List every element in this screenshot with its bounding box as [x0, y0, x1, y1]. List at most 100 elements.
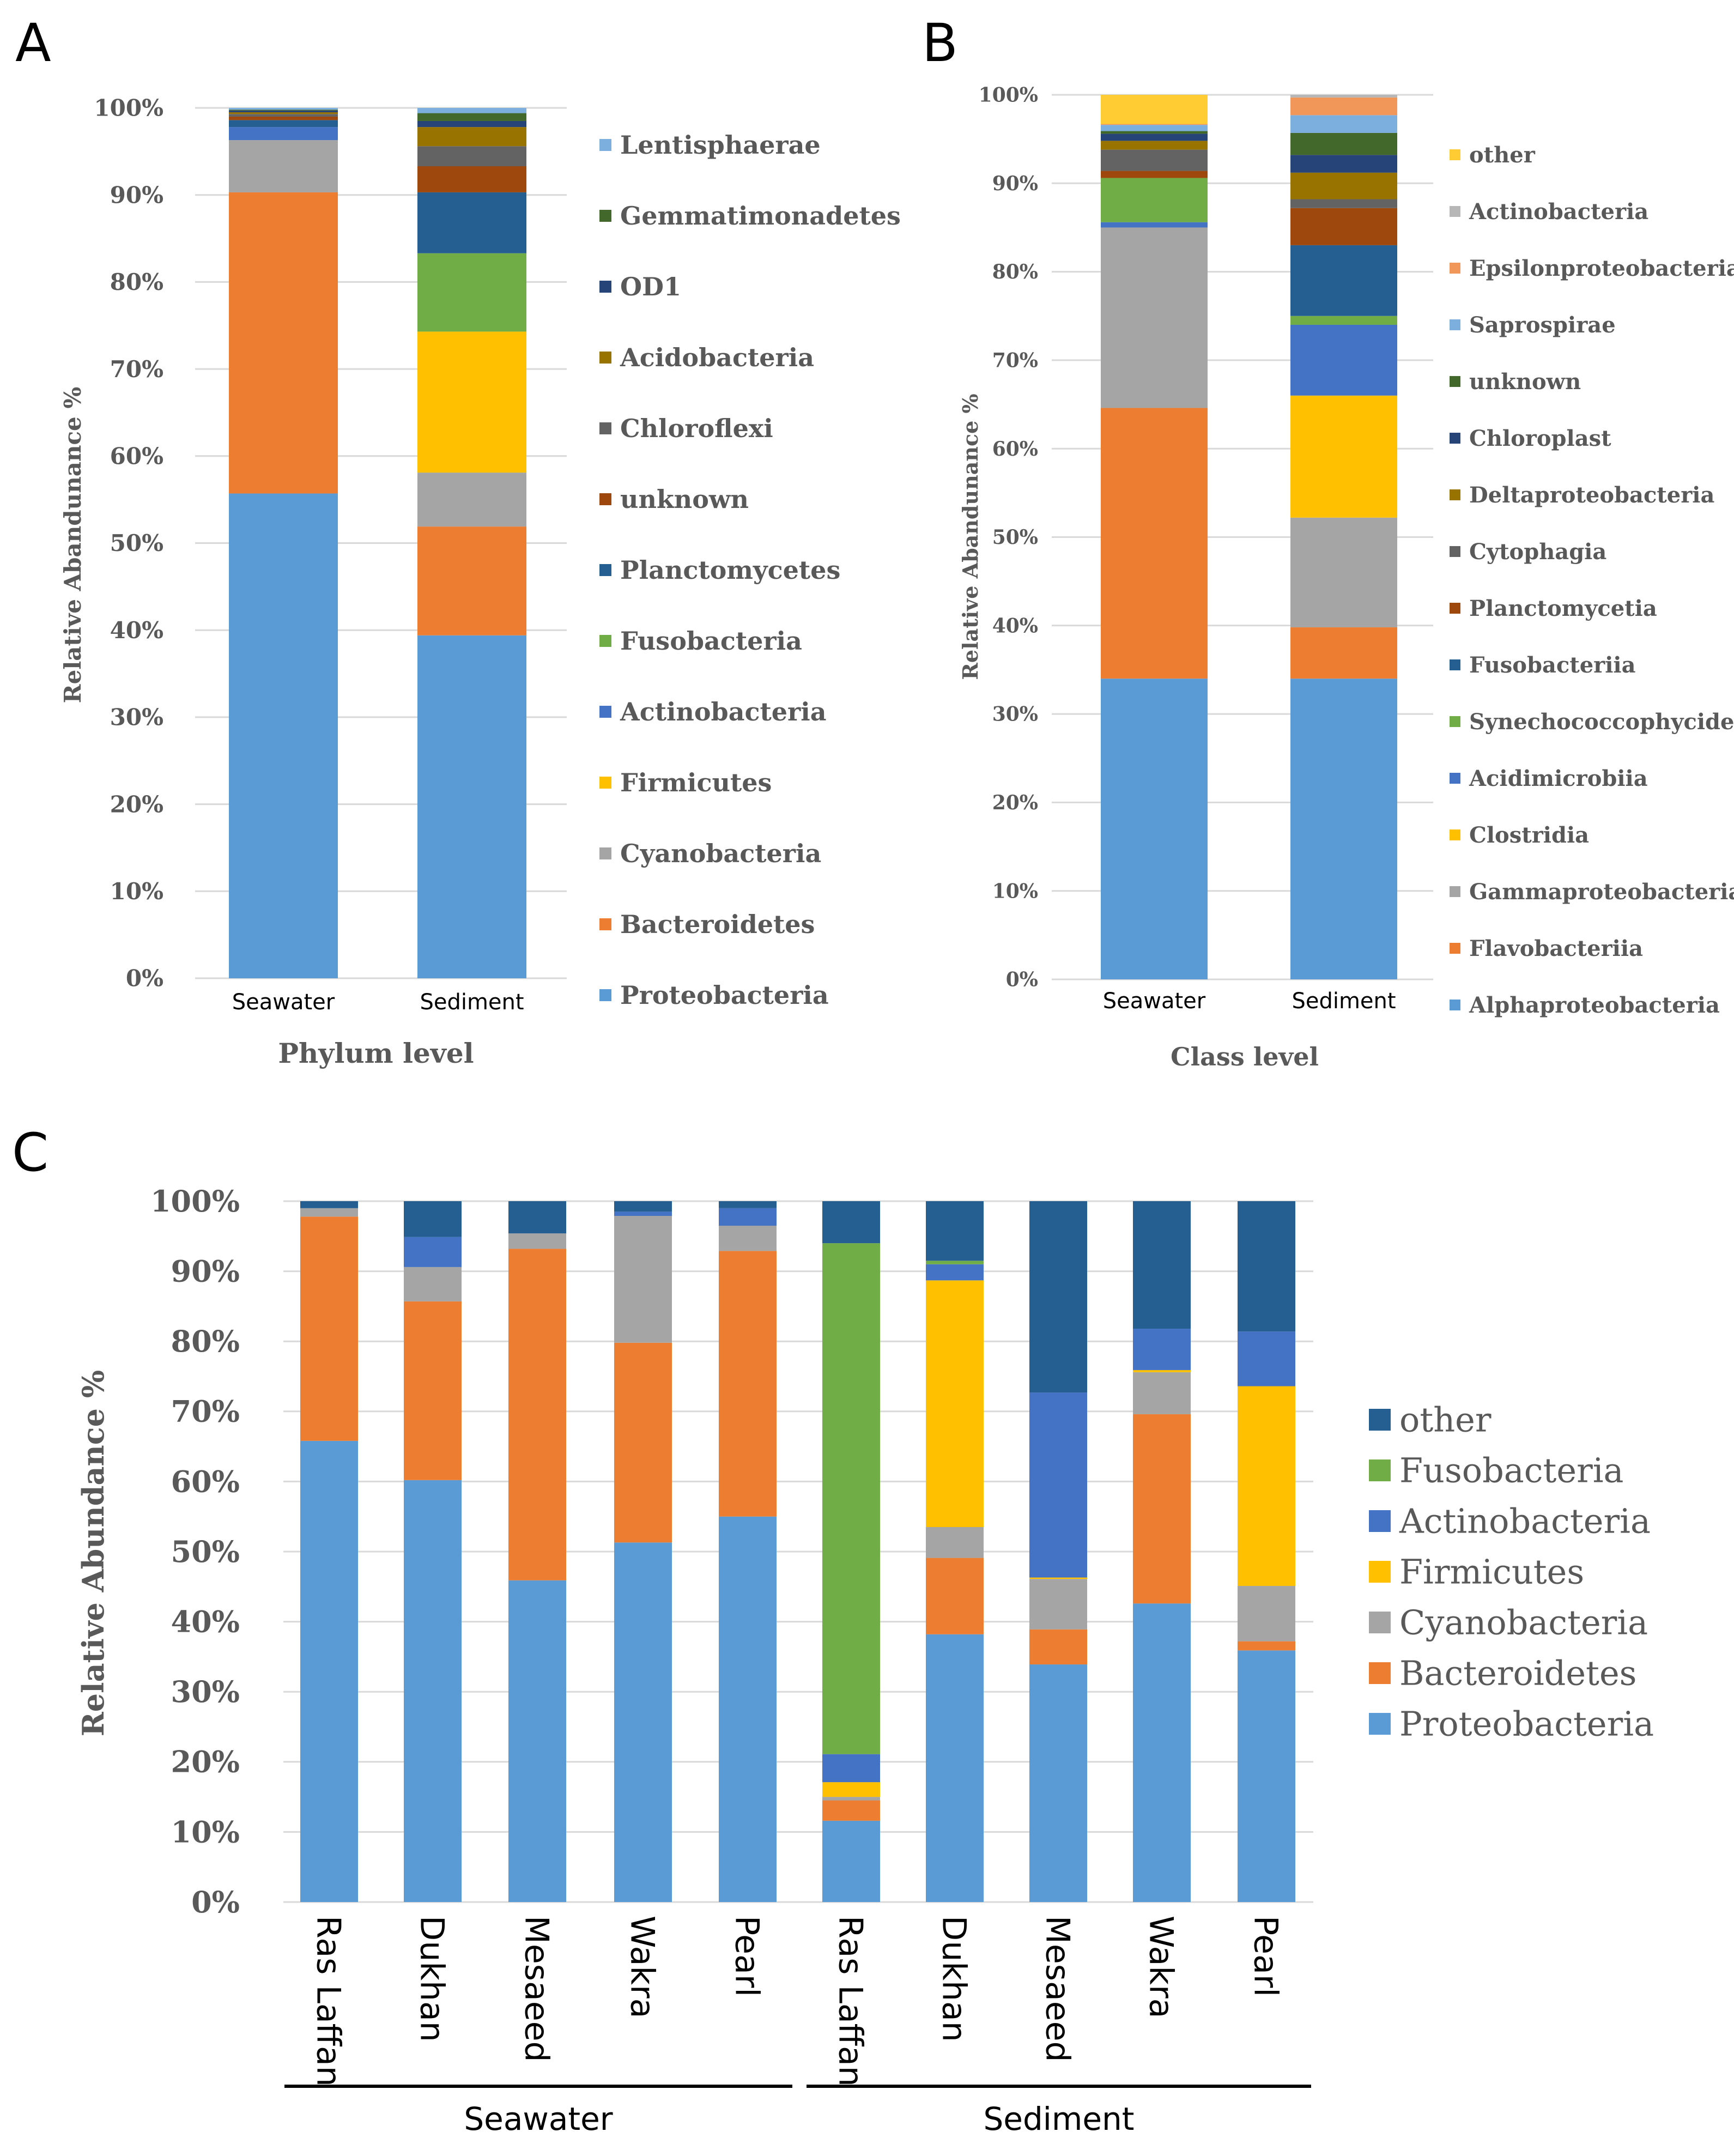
bar-segment-firmicutes [1029, 1577, 1087, 1579]
x-category-label: Ras Laffan [309, 1916, 347, 2087]
bar-segment-chloroflexi [417, 146, 526, 166]
bar-segment-bacteroidetes [404, 1301, 462, 1480]
bar-segment-other [1133, 1201, 1191, 1329]
y-tick-label: 100% [150, 1184, 240, 1219]
y-tick-label: 40% [110, 617, 163, 644]
y-tick-label: 70% [992, 349, 1038, 372]
legend-label-unknown: unknown [1469, 369, 1581, 395]
legend-label-cyanobacteria: Cyanobacteria [620, 839, 821, 868]
x-category-label: Dukhan [413, 1916, 451, 2042]
legend-swatch-flavobacteriia [1450, 943, 1460, 954]
bar-segment-cyanobacteria [1133, 1372, 1191, 1414]
bar-segment-proteobacteria [404, 1480, 462, 1902]
bar-segment-synechococcophycideae [1290, 316, 1397, 325]
legend-label-lentisphaerae: Lentisphaerae [620, 130, 821, 160]
legend-swatch-acidimicrobiia [1450, 773, 1460, 784]
legend-label-cytophagia: Cytophagia [1469, 539, 1606, 565]
chart-site-comparison: 0% 10% 20% 30% 40% 50% 60% 70% 80% 90% 100% Ras Laf… [76, 1184, 1654, 2137]
bar-segment-gammaproteobacteria [1101, 227, 1208, 408]
bar-segment-proteobacteria [508, 1580, 566, 1902]
bar-segment-proteobacteria [300, 1440, 358, 1902]
legend-label-clostridia: Clostridia [1469, 822, 1589, 848]
bar-segment-cyanobacteria [719, 1226, 777, 1251]
legend-swatch-proteobacteria [1369, 1713, 1391, 1735]
y-tick-label: 90% [992, 172, 1038, 195]
x-category-label: Ras Laffan [831, 1916, 869, 2087]
bar-segment-unknown [1290, 132, 1397, 155]
legend-label-other: other [1469, 142, 1536, 168]
legend-label-chloroflexi: Chloroflexi [620, 414, 773, 443]
bar-segment-bacteroidetes [1238, 1641, 1295, 1651]
bar-segment-other [614, 1201, 672, 1212]
bar-segment-other [404, 1201, 462, 1237]
bar-segment-gemmatimonadetes [417, 113, 526, 121]
bar-segment-other [719, 1201, 777, 1208]
legend-label-synechococcophycideae: Synechococcophycideae [1469, 709, 1734, 735]
legend-label-acidimicrobiia: Acidimicrobiia [1469, 766, 1648, 791]
bar-segment-other [1029, 1201, 1087, 1393]
y-tick-label: 30% [992, 703, 1038, 726]
y-tick-label: 80% [110, 269, 163, 295]
bar-segment-bacteroidetes [1133, 1414, 1191, 1604]
bar-segment-proteobacteria [926, 1634, 984, 1902]
legend-label-actinobacteria: Actinobacteria [1469, 199, 1648, 225]
bar-segment-actinobacteria [229, 127, 338, 141]
bar-segment-firmicutes [926, 1280, 984, 1527]
chart-phylum-level: 0% 10% 20% 30% 40% 50% 60% 70% 80% 90% 100% Seawate… [59, 95, 901, 1069]
bar-segment-bacteroidetes [417, 526, 526, 635]
bar-segment-od1 [229, 110, 338, 112]
bar-segment-cyanobacteria [1238, 1586, 1295, 1642]
bar-segment-actinobacteria [614, 1212, 672, 1216]
legend-swatch-deltaproteobacteria [1450, 489, 1460, 500]
legend-swatch-chloroplast [1450, 433, 1460, 444]
bar-segment-cyanobacteria [822, 1797, 880, 1801]
legend-label-fusobacteria: Fusobacteria [1399, 1451, 1624, 1491]
legend-swatch-clostridia [1450, 829, 1460, 840]
legend-label-actinobacteria: Actinobacteria [1399, 1501, 1651, 1541]
bar-segment-proteobacteria [719, 1516, 777, 1902]
y-tick-label: 80% [992, 261, 1038, 283]
bar-segment-deltaproteobacteria [1290, 172, 1397, 199]
legend-label-other: other [1399, 1400, 1492, 1440]
bar-segment-deltaproteobacteria [1101, 141, 1208, 150]
y-tick-label: 0% [191, 1885, 240, 1919]
y-tick-label: 50% [992, 526, 1038, 549]
bar-segment-firmicutes [1133, 1370, 1191, 1372]
bar-segment-proteobacteria [417, 635, 526, 978]
bar-segment-chloroplast [1101, 134, 1208, 141]
bar-segment-lentisphaerae [229, 108, 338, 110]
legend-swatch-lentisphaerae [599, 139, 611, 151]
legend-swatch-unknown [599, 493, 611, 505]
y-tick-label: 60% [992, 438, 1038, 461]
bar-segment-bacteroidetes [614, 1342, 672, 1543]
y-tick-label: 10% [171, 1814, 240, 1849]
bar-segment-unknown [417, 166, 526, 192]
x-category-label: Mesaeed [517, 1916, 555, 2062]
y-tick-label: 20% [171, 1745, 240, 1779]
bar-segment-actinobacteria [1029, 1392, 1087, 1578]
legend-label-planctomycetes: Planctomycetes [620, 555, 840, 585]
legend-label-deltaproteobacteria: Deltaproteobacteria [1469, 482, 1714, 508]
legend-swatch-cyanobacteria [1369, 1612, 1391, 1633]
bar-segment-fusobacteriia [1290, 245, 1397, 316]
y-tick-label: 30% [171, 1674, 240, 1709]
bar-segment-other [822, 1201, 880, 1244]
legend-label-chloroplast: Chloroplast [1469, 426, 1611, 451]
legend-swatch-epsilonproteobacteria [1450, 263, 1460, 274]
bar-segment-cyanobacteria [229, 140, 338, 192]
legend-swatch-planctomycetia [1450, 603, 1460, 614]
legend-label-acidobacteria: Acidobacteria [620, 343, 814, 372]
bar-segment-cyanobacteria [300, 1208, 358, 1217]
bar-segment-planctomycetia [1101, 171, 1208, 178]
legend-label-od1: OD1 [620, 272, 681, 301]
y-tick-label: 70% [110, 356, 163, 383]
y-tick-label: 100% [94, 95, 163, 122]
legend-swatch-cytophagia [1450, 546, 1460, 557]
bar-segment-planctomycetia [1290, 208, 1397, 245]
y-tick-label: 0% [126, 965, 163, 992]
legend-swatch-cyanobacteria [599, 847, 611, 859]
y-axis-label: Relative Abandunance % [59, 387, 86, 704]
bar-segment-gammaproteobacteria [1290, 517, 1397, 628]
legend-swatch-od1 [599, 281, 611, 293]
chart-class-level: 0% 10% 20% 30% 40% 50% 60% 70% 80% 90% 100% Seawate… [958, 84, 1734, 1071]
